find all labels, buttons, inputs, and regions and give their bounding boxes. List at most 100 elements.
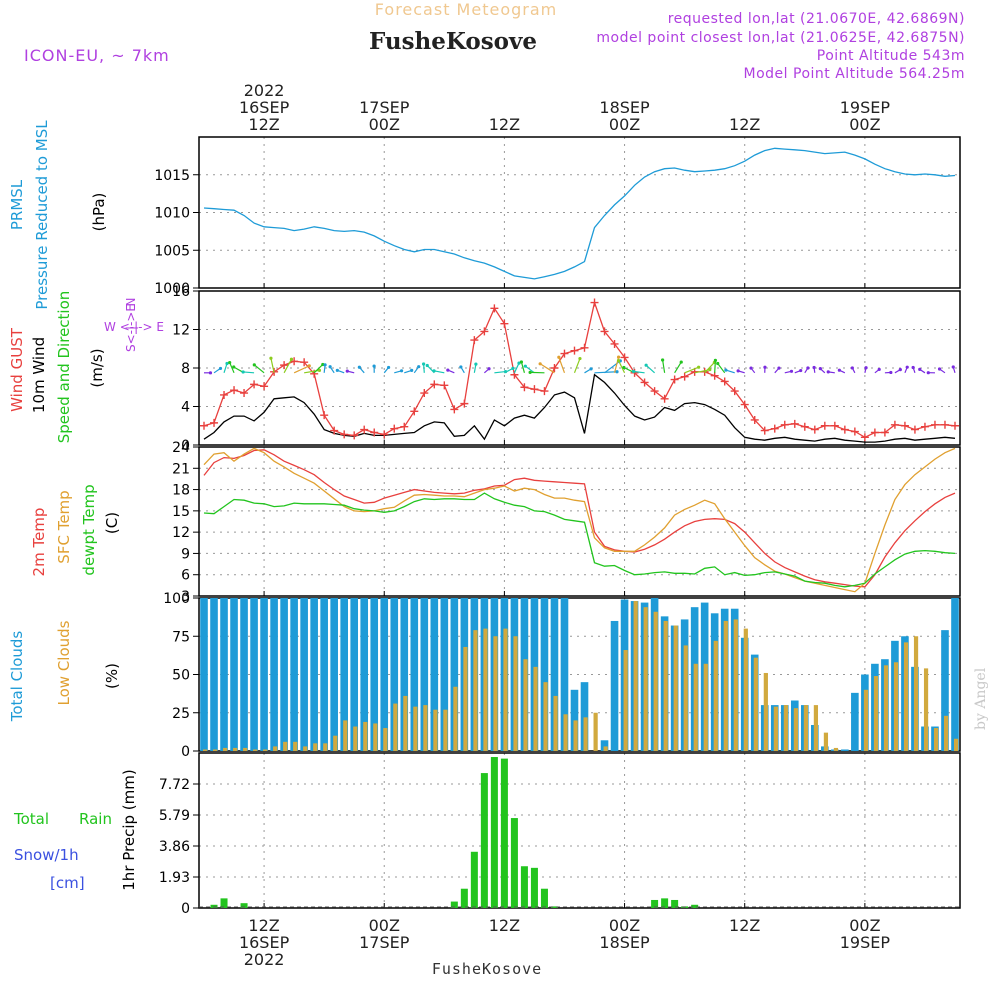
wind-gust-marker: [220, 390, 229, 399]
wind-gust-marker: [770, 424, 779, 433]
total-clouds-label: Total Clouds: [8, 631, 26, 723]
temperature-y-tick-label: 18: [172, 483, 190, 499]
total-cloud-bar: [400, 598, 409, 751]
low-cloud-bar: [763, 672, 768, 751]
wind-arrow: [539, 363, 555, 374]
time-axis-label: 18SEP: [599, 98, 650, 117]
total-cloud-bar: [250, 598, 258, 751]
low-cloud-bar: [863, 689, 869, 751]
wind-arrow: [573, 358, 581, 374]
low-cloud-bar: [603, 746, 608, 751]
wind-gust-marker: [240, 389, 249, 398]
low-cloud-bar: [743, 628, 748, 751]
wind-gust-marker: [540, 387, 549, 396]
wind-arrow: [253, 364, 265, 374]
wind-gust-marker: [480, 327, 489, 336]
point-altitude: Point Altitude 543m: [817, 48, 965, 64]
precip-bar: [240, 903, 248, 908]
wind-arrow-head: [918, 367, 922, 372]
low-cloud-bar: [723, 620, 728, 751]
pressure-y-tick-label: 1015: [154, 168, 190, 184]
low-cloud-bar: [643, 607, 648, 751]
low-cloud-bar: [403, 695, 408, 751]
wind-arrow: [313, 364, 324, 374]
temp-2m-line: [203, 449, 956, 588]
precip-bars: [199, 757, 960, 908]
low-cloud-bar: [493, 636, 498, 751]
pressure-y-tick-label: 1010: [154, 206, 190, 222]
wind-arrow-head: [616, 355, 621, 359]
footer-location: FusheKosove: [432, 960, 542, 978]
pressure-y-tick-label: 1000: [154, 281, 190, 297]
total-cloud-bar: [360, 598, 369, 751]
wind-gust-marker: [590, 298, 599, 307]
wind-arrow-head: [679, 360, 683, 364]
low-cloud-bar: [803, 705, 809, 751]
total-cloud-bar: [300, 598, 308, 751]
wind-arrow-head: [926, 371, 930, 375]
wind-arrow-head: [631, 369, 636, 374]
wind-arrow-head: [307, 364, 311, 368]
wind-y-tick-label: 8: [181, 361, 190, 377]
low-cloud-bar: [253, 749, 258, 751]
wind-arrow-head: [818, 367, 822, 371]
total-cloud-bar: [851, 692, 859, 751]
low-cloud-bar: [623, 650, 628, 751]
wind-arrow-head: [323, 363, 327, 367]
precip-bar: [510, 818, 518, 908]
wind-arrow: [633, 370, 645, 374]
precip-bar: [220, 898, 228, 908]
total-cloud-bar: [320, 598, 328, 751]
low-cloud-bar: [823, 732, 829, 751]
total-cloud-bar: [941, 630, 949, 751]
temp-2m-label: 2m Temp: [30, 508, 48, 577]
low-cloud-bar: [783, 705, 788, 751]
wind-arrow-head: [716, 361, 720, 366]
wind-gust-marker: [350, 431, 359, 440]
wind-y-tick-label: 16: [172, 284, 190, 300]
wind-gust-marker: [380, 430, 389, 439]
wind-gust-marker: [790, 419, 799, 428]
low-cloud-bar: [533, 666, 538, 751]
clouds-y-tick-label: 25: [172, 706, 190, 722]
wind-arrow: [433, 370, 445, 374]
wind-arrow-head: [399, 369, 404, 373]
wind-arrow: [270, 358, 275, 373]
time-axis-label: 17SEP: [359, 933, 410, 952]
low-cloud-bar: [283, 741, 288, 751]
wind-arrow-head: [937, 367, 942, 371]
low-cloud-bar: [443, 709, 448, 751]
wind-arrow-head: [446, 368, 450, 372]
time-axis-label: 12Z: [489, 115, 520, 134]
wind-arrow-head: [589, 367, 593, 371]
wind-gust-marker: [560, 349, 569, 358]
wind-gust-marker: [520, 383, 529, 392]
precip-unit-label: 1hr Precip (mm): [120, 769, 138, 890]
low-cloud-bar: [223, 747, 228, 751]
location-title: FusheKosove: [369, 28, 537, 55]
wind-arrow-head: [777, 366, 781, 370]
total-cloud-bar: [420, 598, 429, 751]
wind-arrow-head: [269, 356, 273, 360]
closest-coords: model point closest lon,lat (21.0625E, 4…: [596, 30, 965, 46]
wind-gust-marker: [810, 425, 819, 434]
compass-north-label: N: [124, 298, 138, 307]
dewpoint-label: dewpt Temp: [80, 484, 98, 575]
wind-gust-marker: [260, 382, 269, 391]
pressure-unit-label: (hPa): [90, 193, 108, 232]
low-cloud-bar: [503, 628, 508, 751]
temperature-frame: [198, 446, 961, 597]
temperature-y-tick-label: 21: [172, 461, 190, 477]
low-cloud-bar: [393, 703, 398, 751]
precip-bar: [470, 851, 478, 908]
wind-gust-line: [203, 300, 956, 439]
wind-arrow-head: [789, 369, 794, 373]
low-cloud-bar: [663, 620, 668, 751]
low-cloud-bar: [293, 741, 298, 751]
total-cloud-bar: [560, 598, 569, 751]
total-cloud-bar: [290, 598, 298, 751]
snow-unit-label: [cm]: [50, 874, 85, 892]
total-cloud-bar: [430, 598, 439, 751]
time-axis-label: 19SEP: [840, 98, 891, 117]
